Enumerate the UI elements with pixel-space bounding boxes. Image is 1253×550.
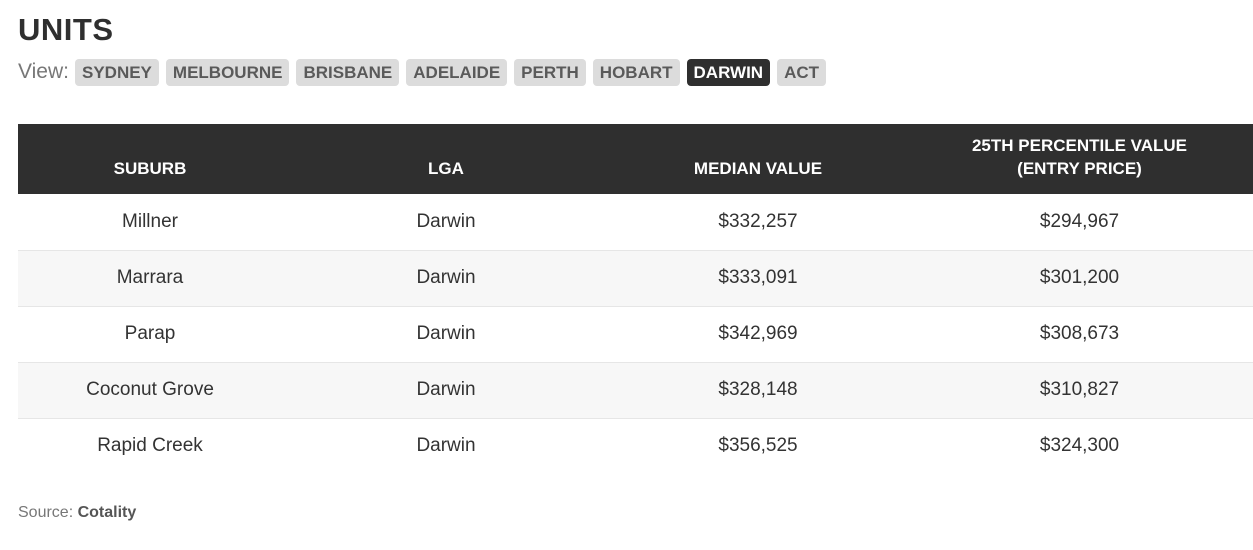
page-title: UNITS [18, 12, 114, 47]
source-note: Source: Cotality [18, 504, 136, 522]
cell-suburb: Rapid Creek [97, 435, 203, 457]
cell-entry-price: $294,967 [1039, 210, 1120, 232]
tab-hobart[interactable]: HOBART [592, 58, 680, 86]
table-row: Coconut Grove Darwin $328,148 $310,827 [18, 362, 1253, 418]
cell-suburb: Parap [124, 323, 176, 344]
cell-median-value: $333,091 [718, 267, 798, 288]
tab-sydney[interactable]: SYDNEY [74, 58, 159, 86]
tab-act[interactable]: ACT [777, 58, 827, 86]
header-suburb: SUBURB [113, 159, 187, 178]
cell-entry-price: $324,300 [1039, 435, 1120, 457]
table-header: SUBURB LGA MEDIAN VALUE 25TH PERCENTILE … [18, 124, 1253, 194]
view-label: View: [18, 60, 69, 83]
cell-entry-price: $308,673 [1039, 323, 1120, 344]
cell-median-value: $328,148 [718, 379, 798, 400]
cell-median-value: $342,969 [718, 323, 798, 344]
header-25th-percentile-line2: (ENTRY PRICE) [1017, 159, 1142, 178]
cell-suburb: Coconut Grove [86, 379, 214, 400]
cell-lga: Darwin [416, 267, 476, 288]
source-label: Source: [18, 504, 74, 521]
tab-brisbane[interactable]: BRISBANE [296, 58, 400, 86]
table-row: Parap Darwin $342,969 $308,673 [18, 306, 1253, 362]
header-lga: LGA [428, 159, 464, 178]
tab-perth[interactable]: PERTH [514, 58, 586, 86]
table-row: Marrara Darwin $333,091 $301,200 [18, 250, 1253, 306]
table-row: Rapid Creek Darwin $356,525 $324,300 [18, 418, 1253, 474]
table-row: Millner Darwin $332,257 $294,967 [18, 194, 1253, 250]
view-selector: View: SYDNEY MELBOURNE BRISBANE ADELAIDE… [18, 58, 833, 86]
tab-darwin[interactable]: DARWIN [686, 58, 771, 86]
cell-entry-price: $301,200 [1039, 267, 1120, 288]
header-median-value: MEDIAN VALUE [693, 159, 823, 178]
cell-median-value: $332,257 [718, 210, 798, 232]
tab-melbourne[interactable]: MELBOURNE [165, 58, 290, 86]
cell-lga: Darwin [416, 210, 476, 232]
cell-lga: Darwin [416, 323, 476, 344]
cell-lga: Darwin [416, 435, 476, 457]
header-25th-percentile: 25TH PERCENTILE VALUE (ENTRY PRICE) [906, 124, 1253, 194]
header-25th-percentile-line1: 25TH PERCENTILE VALUE [971, 136, 1188, 155]
units-table: SUBURB LGA MEDIAN VALUE 25TH PERCENTILE … [18, 124, 1253, 474]
cell-median-value: $356,525 [718, 435, 798, 457]
cell-lga: Darwin [416, 379, 476, 400]
tab-adelaide[interactable]: ADELAIDE [406, 58, 508, 86]
cell-entry-price: $310,827 [1039, 379, 1120, 400]
cell-suburb: Millner [122, 210, 178, 232]
source-name: Cotality [77, 504, 137, 521]
cell-suburb: Marrara [116, 267, 184, 288]
